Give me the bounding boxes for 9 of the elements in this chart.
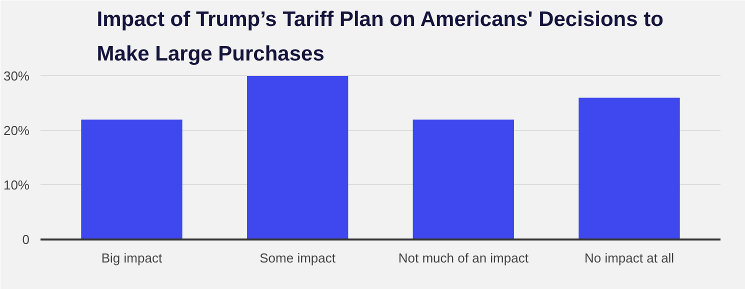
y-tick-label: 20% xyxy=(3,122,30,138)
y-tick-label: 30% xyxy=(3,68,30,84)
x-tick-label: Some impact xyxy=(260,250,336,266)
x-tick-label: No impact at all xyxy=(584,250,674,266)
x-tick-label: Not much of an impact xyxy=(398,250,529,266)
x-tick-label: Big impact xyxy=(101,250,162,266)
y-tick-label: 10% xyxy=(3,177,30,192)
chart-title: Impact of Trump’s Tariff Plan on Americans' Decisions to Make Large Purchases xyxy=(96,8,664,66)
y-tick-label: 0 xyxy=(22,232,30,247)
